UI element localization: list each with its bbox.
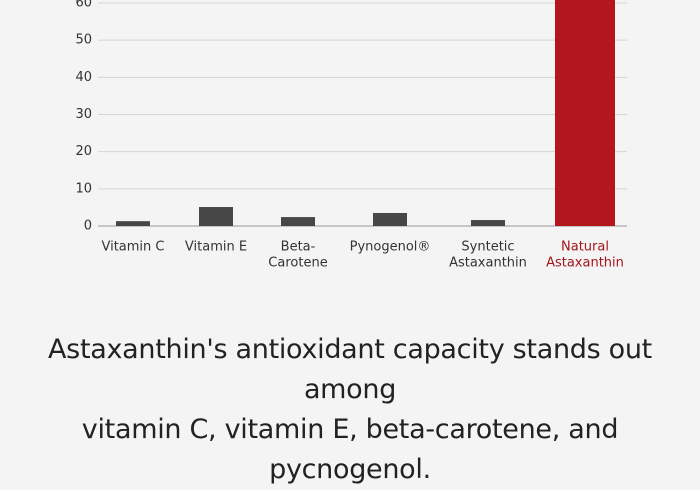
y-tick-label: 20 (75, 144, 92, 159)
bar (555, 0, 615, 226)
caption-line: vitamin C, vitamin E, beta-carotene, and… (81, 414, 619, 485)
x-tick-label: Pynogenol® (350, 240, 431, 255)
x-tick-label: Carotene (268, 256, 327, 271)
x-tick-label: Vitamin E (185, 240, 247, 255)
bar (373, 212, 407, 226)
y-tick-label: 10 (75, 181, 92, 196)
y-tick-label: 30 (75, 107, 92, 122)
chart: 0 10 20 30 40 50 60 Vitamin C Vitamin E Beta-Caro… (75, 0, 627, 271)
bar (471, 220, 505, 226)
x-tick-label: Natural (561, 240, 609, 255)
x-tick-label: Astaxanthin (449, 256, 527, 271)
caption-line: Astaxanthin's antioxidant capacity stand… (48, 334, 652, 405)
x-tick-label: Beta- (281, 240, 316, 255)
bar (199, 207, 233, 226)
x-tick-label: Astaxanthin (546, 256, 624, 271)
caption: Astaxanthin's antioxidant capacity stand… (0, 330, 700, 490)
y-tick-label: 40 (75, 70, 92, 85)
x-tick-label: Syntetic (461, 240, 514, 255)
y-tick-label: 0 (84, 219, 92, 234)
bar (116, 221, 150, 226)
x-tick-label: Vitamin C (101, 240, 164, 255)
y-tick-label: 60 (75, 0, 92, 11)
bar (281, 217, 315, 226)
y-tick-label: 50 (75, 33, 92, 48)
